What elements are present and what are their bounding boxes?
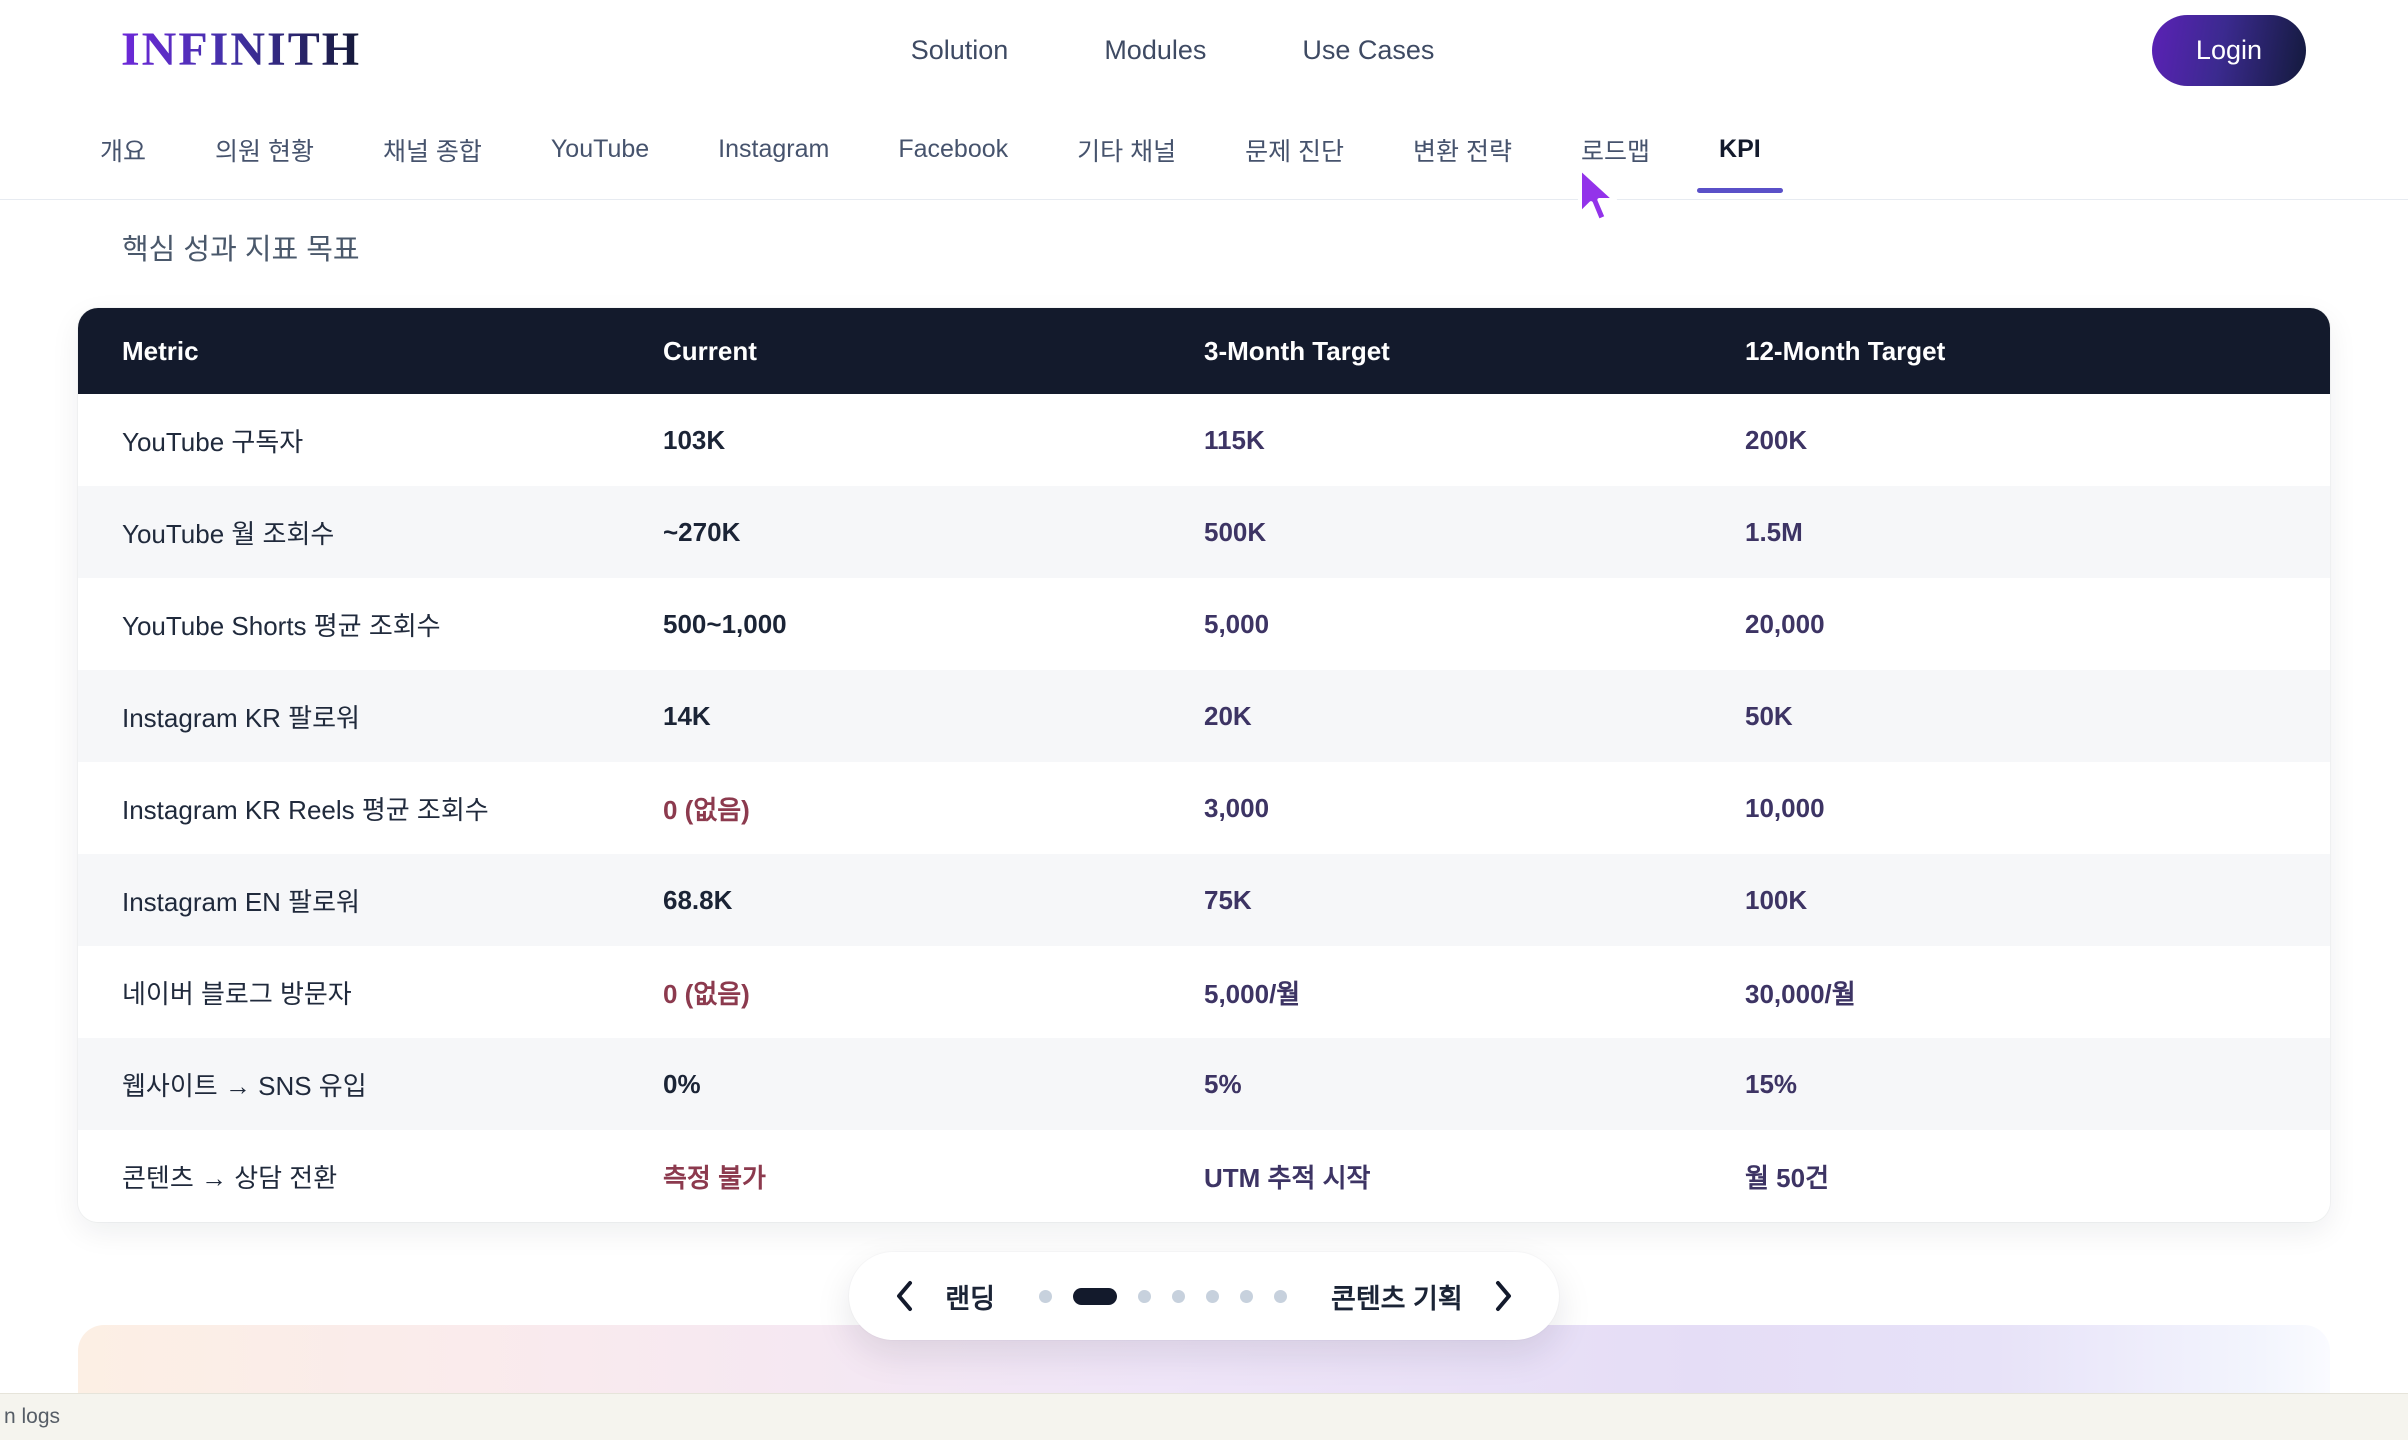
pager-next-label[interactable]: 콘텐츠 기획 [1330, 1283, 1463, 1314]
page-title: 핵심 성과 지표 목표 [122, 234, 360, 266]
table-row: YouTube 구독자 103K 115K 200K [78, 394, 2330, 486]
status-bar: n logs [0, 1393, 2408, 1440]
target-12-month-cell: 30,000/월 [1745, 978, 1856, 1009]
tab-로드맵[interactable]: 로드맵 [1581, 137, 1651, 166]
site-header: INFINITH Solution Modules Use Cases Login [0, 0, 2408, 100]
current-value-cell: 14K [663, 700, 711, 731]
kpi-table-body: YouTube 구독자 103K 115K 200K YouTube 월 조회수 ~270… [78, 394, 2330, 1222]
column-header-3-month: 3-Month Target [1204, 335, 1390, 366]
target-3-month-cell: 5% [1204, 1068, 1242, 1099]
nav-link-modules[interactable]: Modules [1104, 34, 1207, 65]
chevron-left-icon[interactable] [893, 1279, 915, 1313]
nav-link-solution[interactable]: Solution [910, 34, 1009, 65]
current-value-cell: 0 (없음) [663, 794, 750, 825]
chevron-right-icon[interactable] [1493, 1279, 1515, 1313]
pager-dot[interactable] [1205, 1289, 1219, 1303]
pager-dot[interactable] [1137, 1289, 1151, 1303]
pager-dot-active[interactable] [1072, 1287, 1117, 1305]
table-row: 네이버 블로그 방문자 0 (없음) 5,000/월 30,000/월 [78, 946, 2330, 1038]
metric-cell: YouTube 월 조회수 [122, 518, 335, 549]
metric-cell: 네이버 블로그 방문자 [122, 978, 352, 1009]
target-12-month-cell: 월 50건 [1745, 1162, 1829, 1193]
nav-link-use-cases[interactable]: Use Cases [1302, 34, 1435, 65]
kpi-table: Metric Current 3-Month Target 12-Month T… [78, 308, 2330, 1222]
target-12-month-cell: 15% [1745, 1068, 1798, 1099]
tab-문제-진단[interactable]: 문제 진단 [1245, 137, 1345, 166]
metric-cell: Instagram EN 팔로워 [122, 886, 360, 917]
current-value-cell: ~270K [663, 516, 741, 547]
target-3-month-cell: 5,000 [1204, 608, 1270, 639]
pager-dot[interactable] [1239, 1289, 1253, 1303]
target-3-month-cell: 5,000/월 [1204, 978, 1301, 1009]
target-12-month-cell: 50K [1745, 700, 1793, 731]
metric-cell: YouTube 구독자 [122, 426, 304, 457]
tab-기타-채널[interactable]: 기타 채널 [1077, 137, 1177, 166]
tab-kpi[interactable]: KPI [1697, 100, 1783, 199]
column-header-12-month: 12-Month Target [1745, 335, 1946, 366]
main-nav: Solution Modules Use Cases [911, 0, 1435, 100]
target-3-month-cell: 115K [1204, 424, 1265, 455]
table-row: YouTube Shorts 평균 조회수 500~1,000 5,000 20,00… [78, 578, 2330, 670]
login-button[interactable]: Login [2151, 14, 2306, 86]
kpi-table-header-row: Metric Current 3-Month Target 12-Month T… [78, 308, 2330, 394]
target-3-month-cell: 20K [1204, 700, 1252, 731]
tab-의원-현황[interactable]: 의원 현황 [215, 137, 314, 166]
metric-cell: YouTube Shorts 평균 조회수 [122, 610, 441, 641]
status-bar-text: n logs [4, 1405, 61, 1428]
brand-logo: INFINITH [121, 23, 362, 76]
pager-prev-label[interactable]: 랜딩 [945, 1283, 995, 1314]
column-header-current: Current [663, 335, 757, 366]
pager-dots [1038, 1287, 1287, 1305]
target-3-month-cell: 3,000 [1204, 792, 1270, 823]
tab-변환-전략[interactable]: 변환 전략 [1413, 137, 1512, 166]
tab-instagram[interactable]: Instagram [718, 135, 830, 163]
current-value-cell: 103K [663, 424, 726, 455]
table-row: 웹사이트 → SNS 유입 0% 5% 15% [78, 1038, 2330, 1130]
pager-wrap: 랜딩 콘텐츠 기획 [0, 1252, 2408, 1340]
current-value-cell: 측정 불가 [663, 1162, 766, 1193]
tab-채널-종합[interactable]: 채널 종합 [382, 137, 482, 166]
tab-facebook[interactable]: Facebook [898, 135, 1009, 163]
table-row: YouTube 월 조회수 ~270K 500K 1.5M [78, 486, 2330, 578]
metric-cell: Instagram KR Reels 평균 조회수 [122, 794, 489, 825]
pager-dot[interactable] [1171, 1289, 1185, 1303]
pager-dot[interactable] [1273, 1289, 1287, 1303]
current-value-cell: 0% [663, 1068, 701, 1099]
target-12-month-cell: 200K [1745, 424, 1808, 455]
target-12-month-cell: 100K [1745, 884, 1808, 915]
target-12-month-cell: 1.5M [1745, 516, 1803, 547]
tab-개요[interactable]: 개요 [100, 137, 147, 166]
target-12-month-cell: 20,000 [1745, 608, 1825, 639]
target-3-month-cell: 500K [1204, 516, 1267, 547]
target-3-month-cell: 75K [1204, 884, 1252, 915]
table-row: Instagram KR 팔로워 14K 20K 50K [78, 670, 2330, 762]
section-tab-bar: 개요 의원 현황 채널 종합 YouTube Instagram Facebook 기타 채… [0, 100, 2408, 200]
table-row: Instagram EN 팔로워 68.8K 75K 100K [78, 854, 2330, 946]
slide-pager: 랜딩 콘텐츠 기획 [849, 1252, 1559, 1340]
table-row: 콘텐츠 → 상담 전환 측정 불가 UTM 추적 시작 월 50건 [78, 1130, 2330, 1222]
target-12-month-cell: 10,000 [1745, 792, 1825, 823]
tab-youtube[interactable]: YouTube [550, 135, 650, 163]
pager-dot[interactable] [1038, 1289, 1052, 1303]
current-value-cell: 68.8K [663, 884, 733, 915]
current-value-cell: 0 (없음) [663, 978, 750, 1009]
table-row: Instagram KR Reels 평균 조회수 0 (없음) 3,000 10,0… [78, 762, 2330, 854]
metric-cell: Instagram KR 팔로워 [122, 702, 360, 733]
metric-cell: 웹사이트 → SNS 유입 [122, 1070, 367, 1101]
metric-cell: 콘텐츠 → 상담 전환 [122, 1162, 338, 1193]
column-header-metric: Metric [122, 335, 199, 366]
current-value-cell: 500~1,000 [663, 608, 787, 639]
target-3-month-cell: UTM 추적 시작 [1204, 1162, 1371, 1193]
